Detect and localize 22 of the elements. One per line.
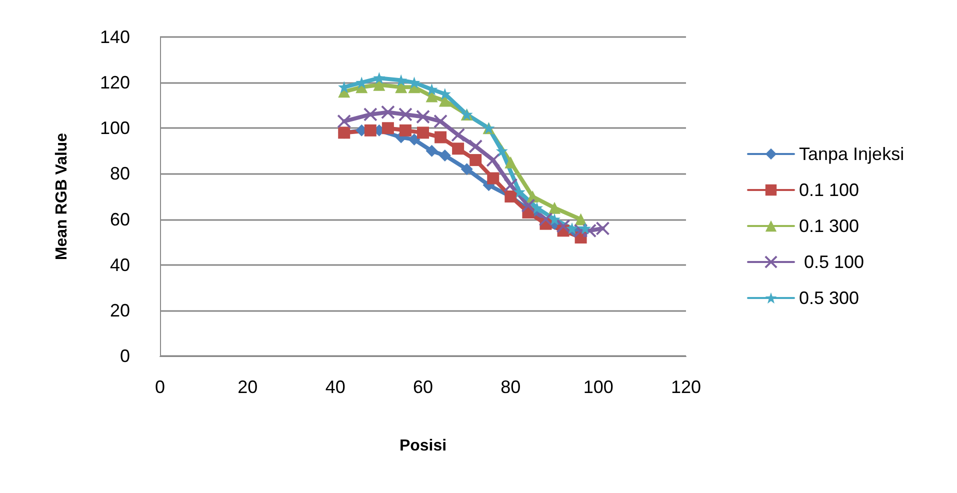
legend-label: 0.5 100 [799,252,864,272]
y-tick-label: 20 [110,300,130,320]
x-tick-label: 40 [325,377,346,397]
x-tick-label: 120 [670,377,702,397]
y-tick-label: 40 [110,254,130,275]
legend-label: 0.1 300 [799,216,860,236]
x-tick-label: 0 [154,377,166,397]
y-tick-label: 60 [110,209,130,230]
y-tick-label: 100 [100,118,130,138]
y-tick-label: 120 [100,72,130,93]
legend-label: Tanpa Injeksi [799,144,904,164]
y-axis-title: Mean RGB Value [54,132,70,260]
x-tick-label: 60 [412,377,434,397]
x-axis-title: Posisi [399,438,447,454]
y-tick-label: 80 [110,164,130,184]
legend-label: 0.1 100 [799,180,860,200]
y-tick-label: 0 [120,346,130,366]
x-tick-label: 80 [500,377,521,397]
x-tick-label: 20 [238,377,258,397]
legend-label: 0.5 300 [799,288,860,308]
y-tick-label: 140 [100,27,130,47]
x-tick-label: 100 [583,377,614,397]
